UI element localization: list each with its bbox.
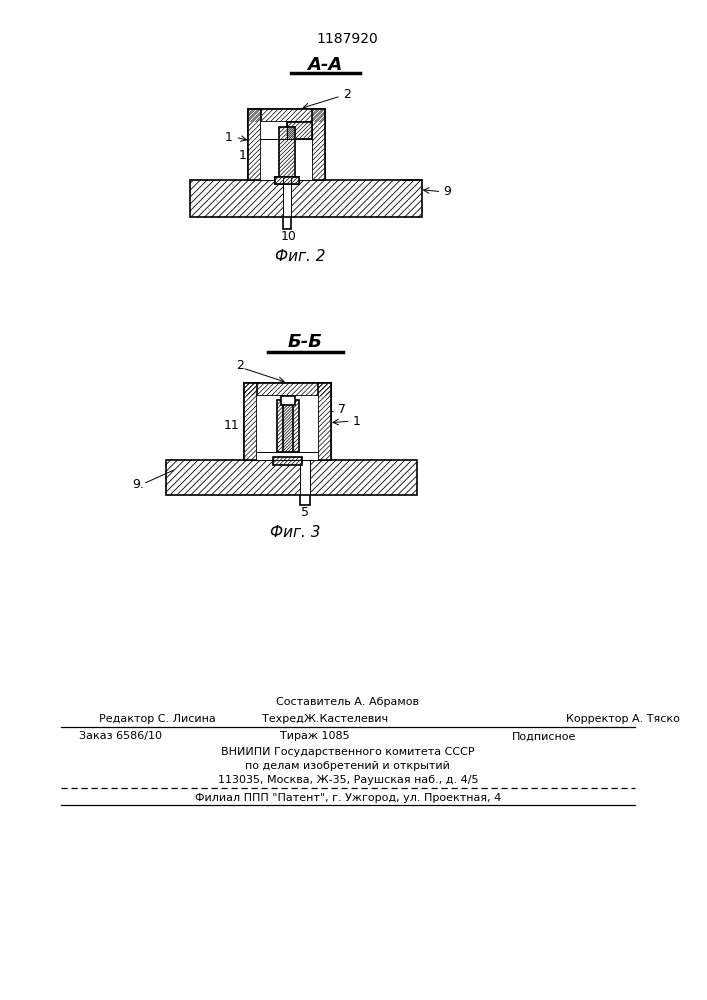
Text: Заказ 6586/10: Заказ 6586/10	[78, 731, 162, 741]
Text: 11: 11	[238, 149, 255, 162]
Text: Подписное: Подписное	[513, 731, 577, 741]
Text: 1: 1	[225, 131, 233, 144]
Bar	[283, 400, 293, 452]
Text: 5: 5	[301, 506, 310, 519]
Bar	[283, 217, 291, 229]
Bar	[245, 383, 331, 460]
Bar	[312, 109, 325, 180]
Bar	[245, 383, 331, 396]
Text: Филиал ППП "Патент", г. Ужгород, ул. Проектная, 4: Филиал ППП "Патент", г. Ужгород, ул. Про…	[194, 793, 501, 803]
Bar	[279, 127, 295, 180]
Bar	[277, 400, 298, 452]
Bar	[275, 177, 298, 184]
Text: 7: 7	[338, 403, 346, 416]
Text: Составитель А. Абрамов: Составитель А. Абрамов	[276, 697, 419, 707]
Text: 9.: 9.	[132, 478, 144, 491]
Text: Корректор А. Тяско: Корректор А. Тяско	[566, 714, 680, 724]
Text: ВНИИПИ Государственного комитета СССР: ВНИИПИ Государственного комитета СССР	[221, 747, 474, 757]
Bar	[190, 180, 421, 217]
Bar	[287, 122, 312, 139]
Bar	[245, 383, 257, 460]
Bar	[248, 109, 325, 122]
Text: 2: 2	[236, 359, 245, 372]
Text: Фиг. 2: Фиг. 2	[275, 249, 326, 264]
Text: А-А: А-А	[308, 56, 343, 74]
Text: 1187920: 1187920	[317, 32, 379, 46]
Bar	[257, 396, 318, 460]
Text: 11: 11	[223, 419, 240, 432]
Bar	[275, 177, 298, 184]
Text: 2: 2	[343, 88, 351, 101]
Bar	[283, 180, 291, 217]
Bar	[300, 460, 310, 495]
Bar	[261, 122, 312, 180]
Bar	[273, 457, 303, 465]
Text: Б-Б: Б-Б	[288, 333, 323, 351]
Text: 9: 9	[443, 185, 451, 198]
Text: ТехредЖ.Кастелевич: ТехредЖ.Кастелевич	[262, 714, 388, 724]
Bar	[300, 495, 310, 505]
Text: Фиг. 3: Фиг. 3	[270, 525, 321, 540]
Bar	[248, 109, 261, 180]
Text: 1: 1	[353, 415, 361, 428]
Text: по делам изобретений и открытий: по делам изобретений и открытий	[245, 761, 450, 771]
Bar	[318, 383, 331, 460]
Bar	[165, 460, 416, 495]
Text: Редактор С. Лисина: Редактор С. Лисина	[98, 714, 215, 724]
Text: 113035, Москва, Ж-35, Раушская наб., д. 4/5: 113035, Москва, Ж-35, Раушская наб., д. …	[218, 775, 478, 785]
Bar	[248, 109, 325, 180]
Text: 10: 10	[281, 230, 297, 243]
Text: Тираж 1085: Тираж 1085	[281, 731, 350, 741]
Bar	[281, 396, 295, 405]
